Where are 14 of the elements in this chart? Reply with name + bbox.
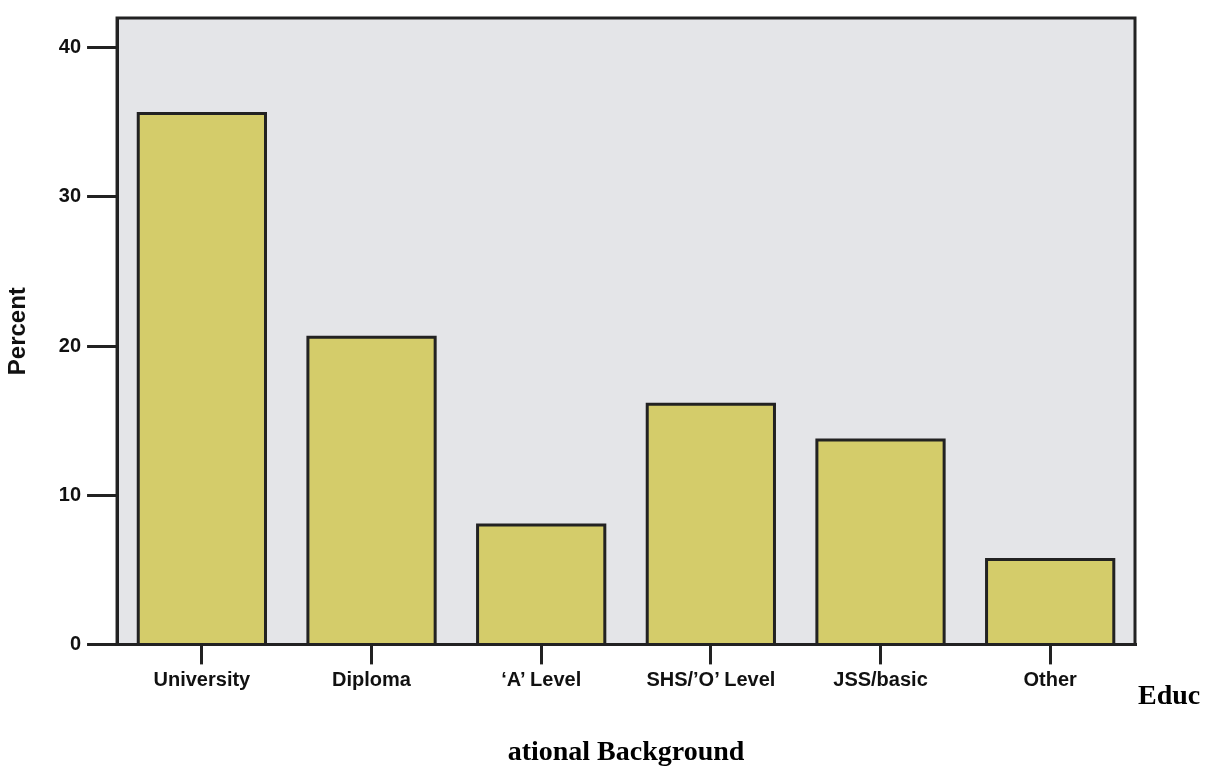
x-axis-title: ational Background [507, 735, 745, 767]
y-tick-label: 10 [58, 482, 82, 505]
x-tick-label: ‘A’ Level [501, 667, 582, 690]
x-tick-label: JSS/basic [833, 667, 928, 690]
x-tick-label: Diploma [332, 667, 412, 690]
y-tick-label: 20 [58, 333, 82, 356]
text: Educ [1138, 678, 1201, 710]
x-tick-label: SHS/’O’ Level [646, 667, 776, 690]
y-tick-label: 0 [69, 631, 82, 654]
y-tick-label: 40 [58, 35, 82, 58]
y-tick-label: 30 [58, 184, 82, 207]
x-tick-label: Other [1023, 667, 1078, 690]
y-axis-title: Percent [3, 287, 31, 376]
x-tick-label: University [153, 667, 252, 690]
